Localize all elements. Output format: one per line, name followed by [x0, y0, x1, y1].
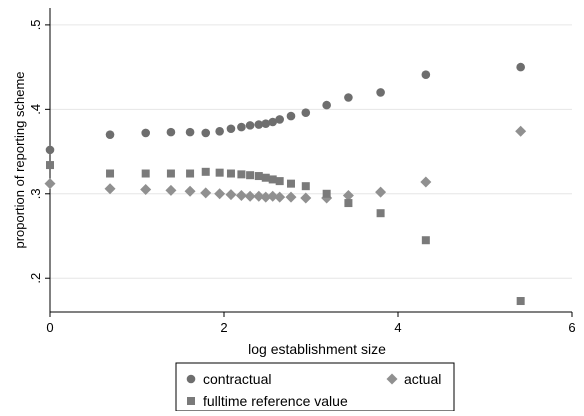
x-tick-label: 0 [46, 320, 53, 335]
axes: .2 .3 .4 .5 0 2 4 6 [28, 8, 576, 335]
point-fulltime [246, 171, 255, 180]
point-actual [342, 189, 354, 201]
point-contractual [286, 111, 296, 121]
point-actual [200, 187, 212, 199]
point-contractual [344, 93, 353, 102]
legend-marker-fulltime [187, 397, 195, 405]
point-contractual [237, 122, 246, 132]
point-actual [285, 191, 297, 203]
point-actual [214, 188, 226, 200]
point-contractual [105, 130, 115, 139]
point-contractual [215, 126, 224, 136]
point-fulltime [286, 179, 295, 188]
y-tick-label: .3 [28, 188, 43, 199]
point-fulltime [237, 170, 246, 179]
gridlines [50, 24, 572, 279]
y-tick-label: .4 [28, 104, 43, 115]
legend-label: fulltime reference value [203, 393, 348, 409]
y-axis-title: proportion of reporting scheme [12, 71, 27, 248]
point-fulltime [268, 175, 277, 184]
point-actual [225, 189, 237, 201]
point-actual [140, 184, 152, 196]
point-fulltime [322, 189, 331, 198]
point-contractual [261, 119, 271, 128]
point-actual [260, 191, 272, 203]
legend-marker-actual [386, 373, 398, 385]
point-contractual [45, 145, 55, 155]
point-actual [274, 191, 286, 203]
point-fulltime [301, 182, 310, 191]
point-actual [515, 125, 527, 137]
point-fulltime [141, 169, 150, 178]
y-tick-label: .5 [28, 19, 43, 30]
legend-marker-contractual [186, 374, 196, 384]
point-contractual [254, 120, 264, 129]
point-fulltime [106, 169, 115, 178]
point-fulltime [516, 297, 525, 306]
x-tick-label: 4 [394, 320, 401, 335]
point-actual [300, 192, 312, 204]
point-contractual [301, 108, 311, 118]
x-axis-title: log establishment size [248, 341, 386, 357]
point-contractual [201, 128, 211, 138]
point-actual [375, 186, 387, 198]
point-contractual [141, 128, 150, 138]
point-actual [244, 190, 256, 202]
point-fulltime [261, 173, 270, 182]
point-actual [165, 184, 177, 196]
point-contractual [245, 121, 255, 130]
point-fulltime [275, 177, 284, 186]
point-contractual [322, 100, 331, 110]
point-fulltime [201, 167, 210, 176]
point-fulltime [166, 169, 175, 178]
x-tick-label: 2 [220, 320, 227, 335]
x-tick-label: 6 [568, 320, 575, 335]
point-fulltime [376, 209, 385, 218]
legend-label: contractual [203, 371, 271, 387]
point-actual [253, 190, 265, 202]
legend: contractual actual fulltime reference valu… [175, 362, 455, 412]
point-fulltime [215, 168, 224, 177]
point-fulltime [46, 161, 54, 170]
point-actual [267, 190, 279, 202]
point-actual [104, 183, 116, 195]
point-fulltime [186, 169, 195, 178]
point-actual [420, 176, 432, 188]
y-tick-label: .2 [28, 273, 43, 284]
point-contractual [421, 70, 431, 80]
point-fulltime [344, 199, 353, 208]
point-contractual [268, 117, 278, 127]
point-contractual [376, 88, 385, 97]
point-contractual [226, 124, 236, 134]
point-fulltime [254, 172, 263, 181]
point-contractual [516, 62, 525, 72]
point-contractual [185, 127, 195, 137]
point-actual [184, 185, 196, 197]
point-contractual [275, 115, 284, 124]
legend-box [175, 362, 455, 412]
legend-label: actual [404, 371, 441, 387]
data-markers [44, 62, 527, 306]
point-fulltime [226, 169, 235, 178]
point-actual [44, 178, 56, 190]
point-actual [235, 189, 247, 201]
point-fulltime [421, 236, 430, 245]
point-contractual [166, 127, 176, 137]
